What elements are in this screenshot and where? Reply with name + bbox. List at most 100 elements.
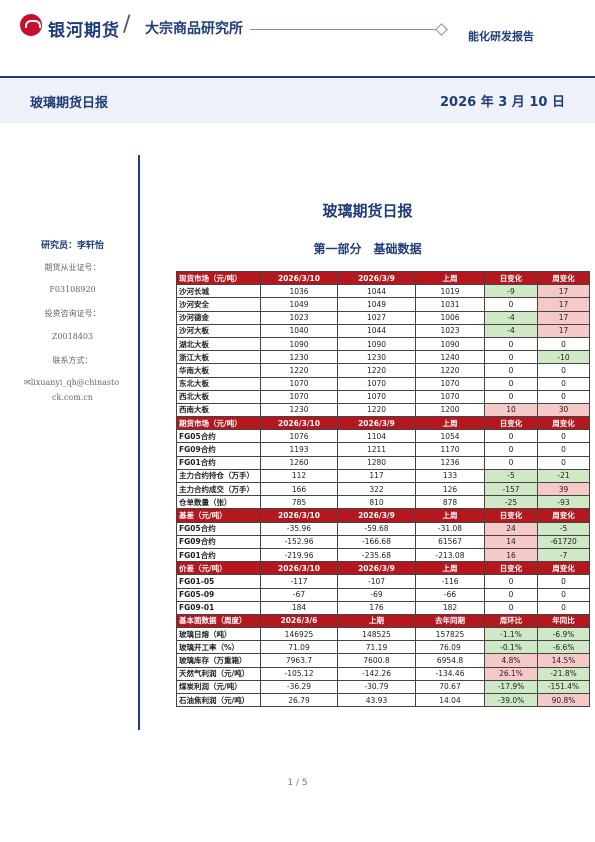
table-cell: 0: [484, 587, 538, 602]
data-table: 现货市场（元/吨） 2026/3/10 2026/3/9 上周 日变化 周变化 沙河长城 10…: [176, 270, 590, 708]
table-cell: 71.09: [260, 640, 338, 655]
table-cell: 90.8%: [537, 692, 590, 708]
table-cell: 0: [537, 600, 590, 615]
band-title: 玻璃期货日报: [30, 96, 109, 111]
table-cell: 117: [337, 468, 416, 484]
table-cell: 146925: [260, 627, 338, 642]
table-cell: -152.96: [260, 534, 338, 549]
row-label: 玻璃开工率（%）: [176, 640, 261, 655]
row-label: 西南大板: [176, 402, 261, 418]
researcher-name: 研究员：李轩怡: [40, 241, 104, 251]
table-cell: 1240: [415, 350, 485, 365]
invest-label: 投资咨询证号：: [44, 309, 101, 318]
table-cell: 0: [484, 442, 538, 457]
table-cell: 4.8%: [484, 653, 538, 668]
table-cell: 周变化: [537, 270, 590, 286]
table-cell: -21.8%: [537, 666, 590, 681]
page-number: 1 / 5: [287, 778, 308, 788]
table-cell: 1070: [337, 376, 416, 391]
page-title: 玻璃期货日报: [322, 202, 413, 220]
table-cell: 0: [484, 389, 538, 404]
table-cell: 1170: [415, 442, 485, 457]
email-icon: ✉: [24, 378, 31, 387]
table-row: FG01合约 1260 1280 1236 0 0: [176, 455, 590, 470]
email-line-1[interactable]: ✉lixuanyi_qh@chinasto: [24, 378, 120, 387]
table-cell: 1036: [260, 284, 338, 299]
row-label: FG01合约: [176, 547, 261, 563]
row-label: 浙江大板: [176, 350, 261, 365]
table-cell: -6.6%: [537, 640, 590, 655]
row-label: 天然气利润（元/吨）: [176, 666, 261, 681]
table-row: FG09合约 -152.96 -166.68 61567 14 -61720: [176, 534, 590, 549]
title-band: [0, 76, 595, 123]
table-cell: 0: [537, 574, 590, 589]
table-row: 石油焦利润（元/吨） 26.79 43.93 14.04 -39.0% 90.8%: [176, 692, 590, 708]
table-cell: 1280: [337, 455, 416, 470]
table-cell: 1070: [415, 389, 485, 404]
table-cell: 182: [415, 600, 485, 615]
table-cell: 878: [415, 495, 485, 510]
table-cell: -35.96: [260, 521, 338, 536]
row-label: FG05合约: [176, 521, 261, 536]
table-cell: 2026/3/9: [337, 508, 416, 523]
table-cell: 0: [484, 376, 538, 391]
table-cell: 1090: [337, 336, 416, 352]
table-row: 西南大板 1230 1220 1200 10 30: [176, 402, 590, 418]
table-cell: 26.79: [260, 692, 338, 708]
table-cell: 1230: [337, 350, 416, 365]
table-cell: 14: [484, 534, 538, 549]
table-row: 东北大板 1070 1070 1070 0 0: [176, 376, 590, 391]
table-cell: 1076: [260, 429, 338, 444]
table-cell: 1019: [415, 284, 485, 299]
table-cell: -7: [537, 547, 590, 563]
table-cell: 39: [537, 481, 590, 497]
table-cell: 0: [537, 336, 590, 352]
table-cell: 1044: [337, 284, 416, 299]
table-cell: -25: [484, 495, 538, 510]
table-cell: 1193: [260, 442, 338, 457]
table-cell: 126: [415, 481, 485, 497]
cert-number: F03108920: [49, 285, 96, 294]
table-cell: -5: [484, 468, 538, 484]
table-cell: -31.08: [415, 521, 485, 536]
table-cell: -142.26: [337, 666, 416, 681]
row-label: 西北大板: [176, 389, 261, 404]
table-header-row: 价差（元/吨） 2026/3/10 2026/3/9 上周 日变化 周变化: [176, 561, 590, 576]
row-label: 期货市场（元/吨）: [176, 416, 261, 431]
table-cell: 17: [537, 323, 590, 338]
cert-label: 期货从业证号：: [44, 263, 101, 272]
row-label: 主力合约成交（万手）: [176, 481, 261, 497]
table-cell: 1230: [260, 402, 338, 418]
row-label: 玻璃库存（万重箱）: [176, 653, 261, 668]
row-label: 仓单数量（张）: [176, 495, 261, 510]
table-cell: -39.0%: [484, 692, 538, 708]
table-cell: 148525: [337, 627, 416, 642]
row-label: 基差（元/吨）: [176, 508, 261, 523]
table-cell: 1040: [260, 323, 338, 338]
table-cell: 0: [537, 389, 590, 404]
table-cell: 157825: [415, 627, 485, 642]
report-type: 能化研发报告: [468, 30, 534, 43]
table-cell: 7963.7: [260, 653, 338, 668]
row-label: FG05合约: [176, 429, 261, 444]
table-cell: 1211: [337, 442, 416, 457]
row-label: 华南大板: [176, 363, 261, 378]
table-cell: 1049: [260, 297, 338, 312]
table-cell: -1.1%: [484, 627, 538, 642]
table-row: 煤炭利润（元/吨） -36.29 -30.79 70.67 -17.9% -151.4%: [176, 679, 590, 695]
table-row: FG05合约 -35.96 -59.68 -31.08 24 -5: [176, 521, 590, 536]
table-cell: -5: [537, 521, 590, 536]
table-row: 仓单数量（张） 785 810 878 -25 -93: [176, 495, 590, 510]
table-row: 主力合约成交（万手） 166 322 126 -157 39: [176, 481, 590, 497]
table-cell: -30.79: [337, 679, 416, 695]
table-cell: 2026/3/6: [260, 613, 338, 629]
table-cell: 17: [537, 284, 590, 299]
table-cell: 30: [537, 402, 590, 418]
email-line-2[interactable]: ck.com.cn: [52, 393, 93, 402]
table-row: 沙河大板 1040 1044 1023 -4 17: [176, 323, 590, 338]
row-label: 价差（元/吨）: [176, 561, 261, 576]
table-cell: 日变化: [484, 561, 538, 576]
row-label: 现货市场（元/吨）: [176, 270, 261, 286]
brand-separator: /: [123, 12, 131, 37]
table-cell: 1049: [337, 297, 416, 312]
